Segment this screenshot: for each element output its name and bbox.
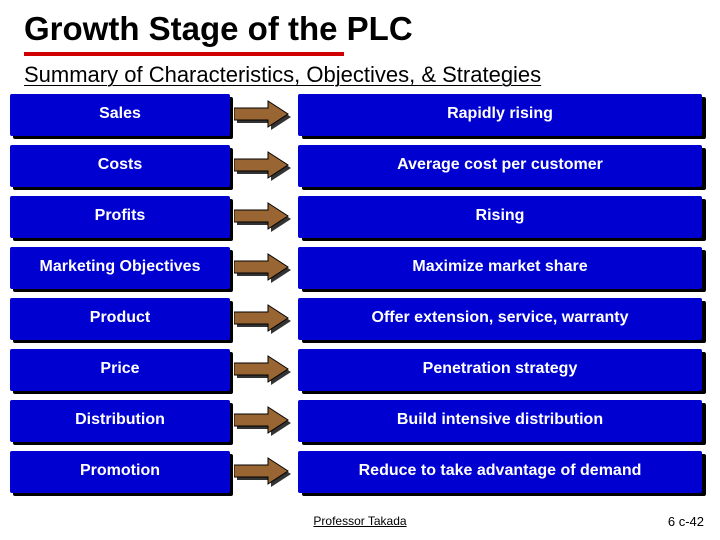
- row-label-right: Offer extension, service, warranty: [298, 309, 702, 327]
- arrow-icon: [234, 354, 294, 390]
- table-row: Distribution Build intensive distributio…: [10, 400, 710, 447]
- row-label-left: Product: [10, 309, 230, 327]
- table-row: Price Penetration strategy: [10, 349, 710, 396]
- row-label-left: Marketing Objectives: [10, 258, 230, 276]
- table-row: Marketing Objectives Maximize market sha…: [10, 247, 710, 294]
- slide-title: Growth Stage of the PLC: [0, 0, 720, 52]
- footer-author: Professor Takada: [0, 514, 720, 528]
- arrow-icon: [234, 150, 294, 186]
- row-label-right: Maximize market share: [298, 258, 702, 276]
- row-label-right: Build intensive distribution: [298, 411, 702, 429]
- row-label-right: Reduce to take advantage of demand: [298, 462, 702, 480]
- table-row: Promotion Reduce to take advantage of de…: [10, 451, 710, 498]
- arrow-icon: [234, 252, 294, 288]
- row-label-left: Distribution: [10, 411, 230, 429]
- table-row: Sales Rapidly rising: [10, 94, 710, 141]
- row-label-left: Promotion: [10, 462, 230, 480]
- row-label-right: Rising: [298, 207, 702, 225]
- slide-footer: Professor Takada 6 c-42: [0, 514, 720, 534]
- row-label-right: Rapidly rising: [298, 105, 702, 123]
- row-label-left: Profits: [10, 207, 230, 225]
- row-label-left: Sales: [10, 105, 230, 123]
- slide-subtitle: Summary of Characteristics, Objectives, …: [0, 62, 720, 94]
- table-row: Costs Average cost per customer: [10, 145, 710, 192]
- arrow-icon: [234, 201, 294, 237]
- title-underline: [24, 52, 344, 56]
- row-label-right: Average cost per customer: [298, 156, 702, 174]
- arrow-icon: [234, 456, 294, 492]
- arrow-icon: [234, 303, 294, 339]
- footer-page-number: 6 c-42: [668, 514, 704, 529]
- content-rows: Sales Rapidly rising Costs Average cost …: [0, 94, 720, 498]
- row-label-left: Price: [10, 360, 230, 378]
- arrow-icon: [234, 405, 294, 441]
- row-label-right: Penetration strategy: [298, 360, 702, 378]
- table-row: Product Offer extension, service, warran…: [10, 298, 710, 345]
- row-label-left: Costs: [10, 156, 230, 174]
- table-row: Profits Rising: [10, 196, 710, 243]
- arrow-icon: [234, 99, 294, 135]
